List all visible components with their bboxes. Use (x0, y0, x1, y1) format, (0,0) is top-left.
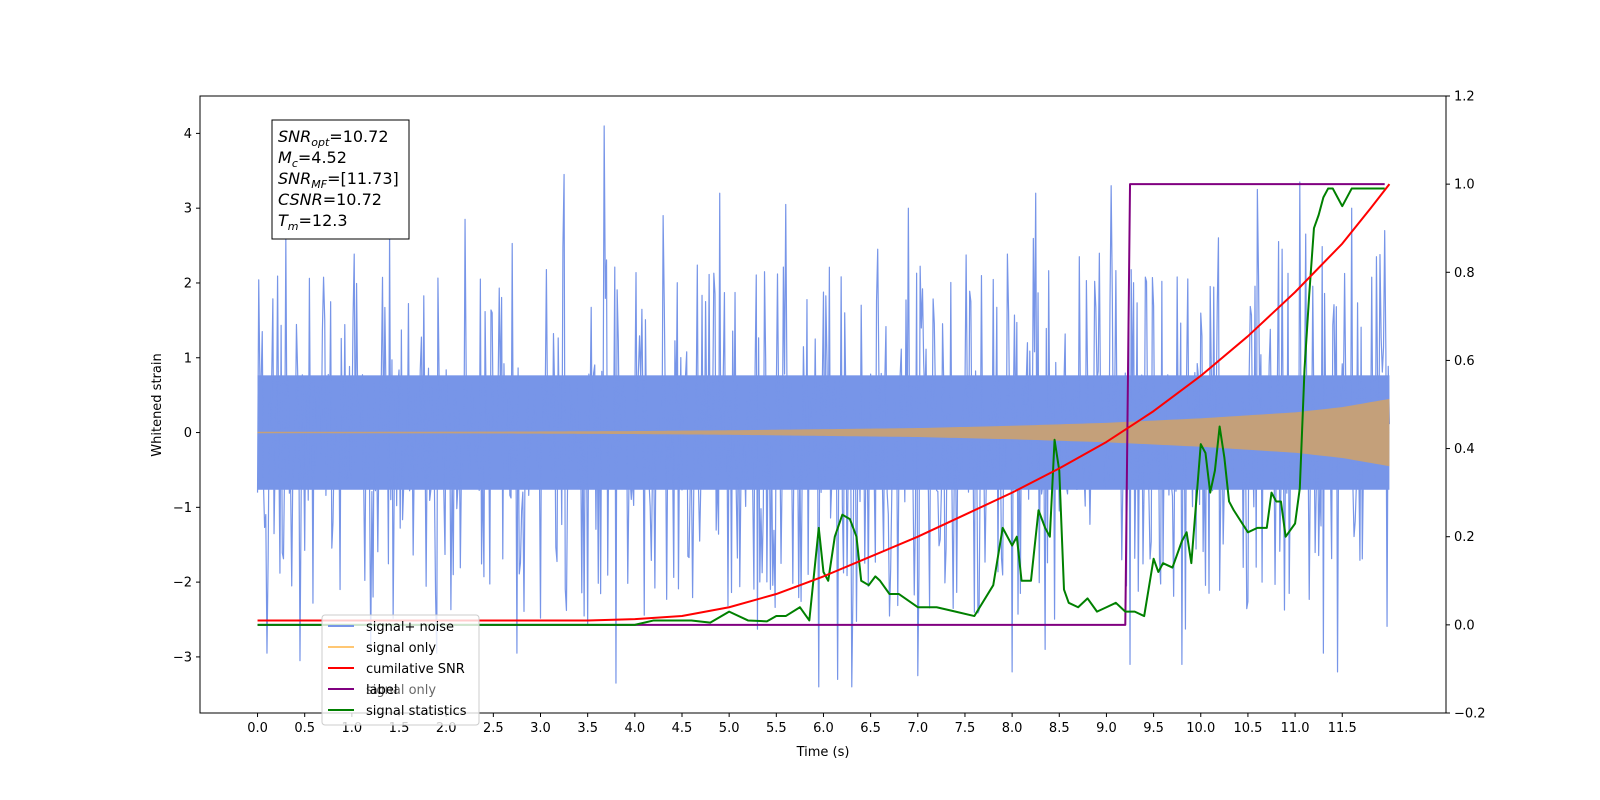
series-signal-statistics (257, 187, 1385, 626)
y-tick-label: −2 (173, 576, 192, 591)
annotation-line: Mc=4.52 (278, 148, 347, 170)
x-tick-label: 0.5 (294, 721, 315, 736)
y-tick-label: 4 (184, 127, 192, 142)
legend-label-label: label (366, 683, 397, 698)
x-axis-label: Time (s) (796, 745, 850, 760)
y-tick-label: −1 (173, 501, 192, 516)
x-tick-label: 10.0 (1186, 721, 1215, 736)
noise-trace (256, 125, 1391, 688)
y2-tick-label: 1.0 (1454, 178, 1475, 193)
legend-label-signal-plus-noise: signal+ noise (366, 620, 454, 635)
annotation-frame (271, 119, 410, 240)
series-signal-only (257, 398, 1390, 467)
y2-tick-label: 0.6 (1454, 354, 1475, 369)
annotation-line: Tm=12.3 (278, 211, 348, 233)
legend-frame (321, 614, 480, 726)
series-label (257, 183, 1385, 626)
series-cumilative-snr (257, 183, 1391, 622)
x-tick-label: 6.0 (813, 721, 834, 736)
x-tick-label: 6.5 (860, 721, 881, 736)
x-tick-label: 8.5 (1049, 721, 1070, 736)
legend-label-cumilative-snr: cumilative SNR (366, 662, 465, 677)
y-tick-label: −3 (173, 650, 192, 665)
legend-ghost-text: signal only (366, 683, 436, 698)
y2-tick-label: 0.0 (1454, 618, 1475, 633)
x-tick-label: 11.5 (1328, 721, 1357, 736)
x-tick-label: 5.5 (766, 721, 787, 736)
y-axis-label: Whitened strain (150, 353, 165, 456)
plot-area (256, 125, 1391, 688)
y2-tick-label: 0.8 (1454, 266, 1475, 281)
x-tick-label: 9.5 (1143, 721, 1164, 736)
y2-tick-label: −0.2 (1454, 707, 1486, 722)
x-tick-label: 11.0 (1281, 721, 1310, 736)
annotation-lines: SNRopt=10.72Mc=4.52SNRMF=[11.73]CSNR=10.… (278, 127, 399, 233)
x-tick-label: 7.0 (907, 721, 928, 736)
annotation-line: SNRMF=[11.73] (278, 169, 399, 191)
legend-label-signal-only: signal only (366, 641, 436, 656)
x-tick-label: 4.0 (624, 721, 645, 736)
y-axis-right: −0.2 0.0 0.2 0.4 0.6 0.8 1.0 1.2 (1446, 90, 1486, 722)
x-tick-label: 10.5 (1233, 721, 1262, 736)
x-tick-label: 8.0 (1002, 721, 1023, 736)
line-series-group (257, 183, 1391, 626)
legend-entries: signal+ noise signal only cumilative SNR la… (328, 620, 467, 719)
legend: signal+ noise signal only cumilative SNR la… (321, 614, 480, 726)
y-tick-label: 3 (184, 202, 192, 217)
x-tick-label: 4.5 (672, 721, 693, 736)
x-tick-label: 0.0 (247, 721, 268, 736)
y-tick-label: 2 (184, 276, 192, 291)
y-tick-label: 0 (184, 426, 192, 441)
annotation-box: SNRopt=10.72Mc=4.52SNRMF=[11.73]CSNR=10.… (271, 119, 410, 240)
x-tick-label: 7.5 (955, 721, 976, 736)
legend-label-signal-statistics: signal statistics (366, 704, 467, 719)
x-axis: 0.0 0.5 1.0 1.5 2.0 2.5 3.0 3.5 4.0 4.5 5.0 5.5 6.0 6… (247, 713, 1357, 736)
y-axis-left: −3 −2 −1 0 1 2 3 4 (173, 127, 200, 665)
y2-tick-label: 0.2 (1454, 530, 1475, 545)
x-tick-label: 3.5 (577, 721, 598, 736)
x-tick-label: 3.0 (530, 721, 551, 736)
y2-tick-label: 1.2 (1454, 90, 1475, 105)
annotation-line: CSNR=10.72 (278, 190, 382, 209)
x-tick-label: 9.0 (1096, 721, 1117, 736)
x-tick-label: 2.5 (483, 721, 504, 736)
y2-tick-label: 0.4 (1454, 442, 1475, 457)
annotation-line: SNRopt=10.72 (278, 127, 389, 149)
x-tick-label: 5.0 (719, 721, 740, 736)
y-tick-label: 1 (184, 351, 192, 366)
